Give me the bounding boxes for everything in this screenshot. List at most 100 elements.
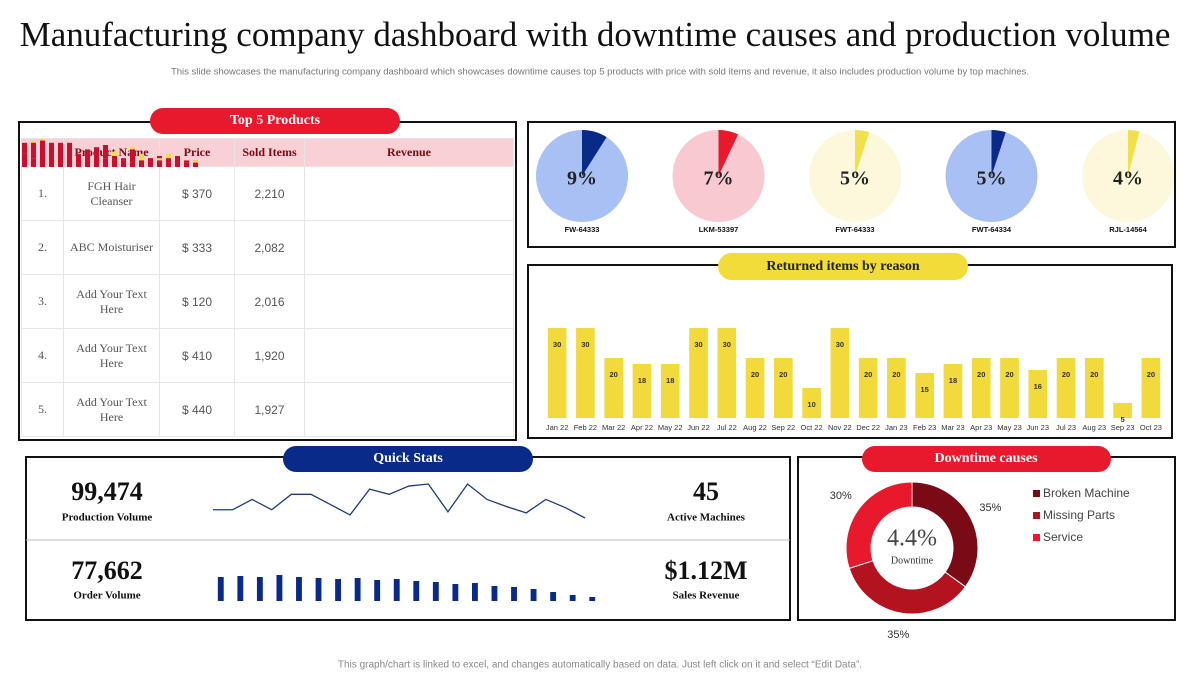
bar-value-label: 20 (751, 370, 759, 379)
table-row: 5. Add Your Text Here $ 440 1,927 (21, 142, 514, 437)
bar (452, 584, 459, 601)
x-tick-label: Jul 23 (1056, 423, 1076, 432)
panel (527, 264, 1173, 439)
gauge-slice (855, 130, 870, 176)
legend-swatch (1033, 490, 1040, 497)
revenue-cell (21, 142, 514, 437)
sparkline (213, 483, 586, 519)
bar (632, 364, 652, 418)
donut-value-label: 35% (887, 629, 909, 641)
bar (217, 577, 224, 601)
x-tick-label: Dec 22 (856, 423, 880, 432)
name-cell: FGH Hair Cleanser (63, 166, 160, 221)
bar (374, 580, 381, 601)
legend-label: Service (1043, 530, 1083, 544)
revenue-bar (138, 153, 144, 167)
revenue-bar (165, 157, 171, 167)
bar (550, 592, 557, 601)
revenue-bar (120, 159, 126, 167)
stat-label: Active Machines (667, 512, 746, 524)
x-tick-label: Aug 22 (743, 423, 767, 432)
gauge-slice (1128, 130, 1140, 176)
sold-cell: 2,082 (234, 220, 305, 275)
sold-cell: 1,927 (234, 382, 305, 437)
x-tick-label: Mar 23 (941, 423, 964, 432)
stat-label: Sales Revenue (673, 590, 740, 602)
name-cell: Add Your Text Here (63, 274, 160, 329)
bar (943, 364, 963, 418)
gauge-label: LKM-53397 (699, 225, 739, 234)
header-cell: Revenue (304, 138, 514, 167)
donut-value-label: 30% (830, 490, 852, 502)
gauge-slice (718, 130, 739, 176)
legend-swatch (1033, 534, 1040, 541)
x-tick-label: May 22 (658, 423, 683, 432)
bar (858, 358, 878, 418)
rank-cell: 5. (21, 382, 64, 437)
revenue-bar (165, 162, 171, 167)
x-tick-label: May 23 (997, 423, 1022, 432)
panel-title: Quick Stats (373, 451, 443, 466)
bar-value-label: 18 (949, 376, 957, 385)
revenue-bar (102, 144, 108, 167)
bar-value-label: 16 (1034, 382, 1042, 391)
x-tick-label: Apr 22 (631, 423, 653, 432)
donut-center-label: Downtime (891, 555, 934, 566)
rank-cell: 3. (21, 274, 64, 329)
x-tick-label: Aug 23 (1082, 423, 1106, 432)
stat-value: 77,662 (71, 556, 143, 585)
bar (576, 328, 595, 418)
bar-value-label: 18 (638, 376, 646, 385)
x-tick-label: Apr 23 (970, 423, 992, 432)
gauge-value: 5% (840, 168, 870, 190)
x-tick-label: Oct 23 (1140, 423, 1162, 432)
revenue-cell (21, 146, 514, 221)
revenue-bar (75, 155, 81, 167)
bar (717, 328, 737, 418)
bar (530, 589, 537, 601)
sold-cell: 1,920 (234, 328, 305, 383)
bar (1000, 358, 1019, 418)
revenue-bar (30, 142, 36, 167)
bar (660, 364, 680, 418)
bar (393, 579, 400, 601)
revenue-bar (129, 148, 135, 167)
name-cell: Add Your Text Here (63, 328, 160, 383)
donut-center-value: 4.4% (887, 526, 937, 552)
revenue-bar (147, 157, 153, 167)
gauge-label: RJL-14564 (1109, 225, 1147, 234)
panel-title: Top 5 Products (230, 113, 321, 128)
panel-title: Downtime causes (934, 451, 1038, 466)
table-row: 2. ABC Moisturiser $ 333 2,082 (21, 138, 514, 275)
bar (296, 577, 302, 601)
bar (511, 587, 517, 601)
bar-value-label: 15 (921, 385, 929, 394)
bar-value-label: 20 (1062, 370, 1070, 379)
footer-note: This graph/chart is linked to excel, and… (338, 660, 862, 671)
revenue-bar (48, 151, 54, 167)
revenue-cell (21, 138, 514, 275)
revenue-bar (111, 155, 117, 167)
bar (315, 578, 322, 601)
revenue-bar (39, 142, 45, 167)
table-row: 3. Add Your Text Here $ 120 2,016 (21, 140, 514, 329)
bar (604, 358, 624, 418)
bar (237, 576, 244, 601)
bar-value-label: 20 (892, 370, 900, 379)
bar (1141, 358, 1161, 418)
sold-cell: 2,210 (234, 166, 305, 221)
bar (491, 586, 498, 601)
legend-label: Missing Parts (1043, 508, 1115, 522)
x-tick-label: Jun 22 (687, 423, 710, 432)
bar-value-label: 20 (610, 370, 618, 379)
price-cell: $ 120 (159, 274, 235, 329)
donut-segment (911, 481, 979, 588)
donut-value-label: 35% (979, 502, 1001, 514)
revenue-bar (183, 162, 189, 167)
price-cell: $ 440 (159, 382, 235, 437)
revenue-cell (21, 146, 514, 383)
bar-value-label: 20 (1005, 370, 1013, 379)
x-tick-label: Jun 23 (1027, 423, 1050, 432)
subtitle: This slide showcases the manufacturing c… (171, 67, 1029, 78)
bar (1056, 358, 1076, 418)
